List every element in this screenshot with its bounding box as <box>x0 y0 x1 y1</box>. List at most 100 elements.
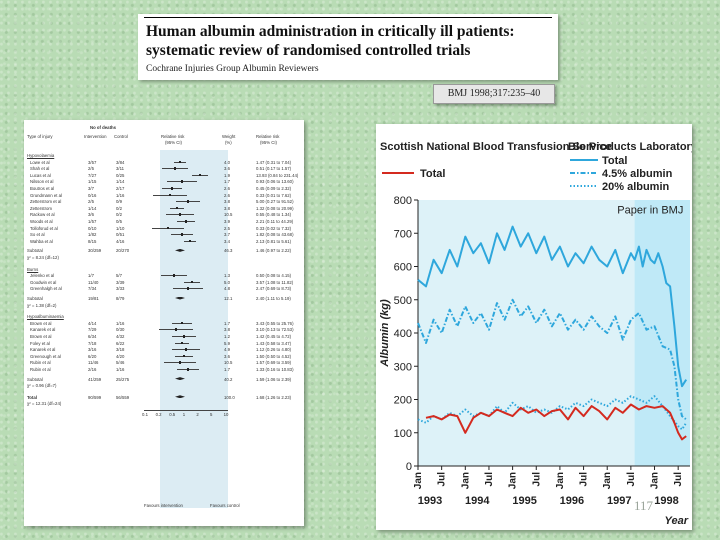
study-name: Tollofsrud et al <box>30 225 58 231</box>
study-weight: 1.7 <box>224 320 230 326</box>
albumin-chart: Paper in BMJ 0 100 200 300 400 500 600 700 800 Alb… <box>379 141 692 527</box>
study-weight: 2.6 <box>224 192 230 198</box>
subtotal-control: 20/270 <box>116 248 130 254</box>
subtotal-intervention: 30/259 <box>88 248 102 254</box>
study-ci: 0.51 (0.17 to 1.57) <box>256 166 292 172</box>
forest-axis-tick: 0.5 <box>169 412 176 417</box>
y-tick-label: 400 <box>394 328 412 340</box>
y-tick-label: 500 <box>394 295 412 307</box>
forest-axis-tick: 5 <box>210 412 213 417</box>
study-11-point <box>180 233 184 236</box>
title-rule <box>144 17 552 18</box>
series-line-1 <box>417 298 687 421</box>
control-deaths: 5/7 <box>116 273 122 279</box>
legend-bpl-total-label: Total <box>602 155 627 167</box>
intervention-deaths: 2/16 <box>88 367 97 372</box>
citation-label: BMJ 1998;317:235–40 <box>433 84 555 104</box>
subtotal-ci: 1.46 (0.97 to 2.22) <box>256 248 292 254</box>
study-weight: 3.6 <box>224 166 230 172</box>
study-ci: 5.00 (0.27 to 91.52) <box>256 199 294 205</box>
forest-axis-tick: 1 <box>182 412 186 417</box>
total-intervention: 90/599 <box>88 394 102 400</box>
study-name: Jelenko et al <box>30 273 55 279</box>
study-weight: 1.7 <box>224 367 230 372</box>
intervention-deaths: 1/7 <box>88 273 94 279</box>
study-ci: 3.57 (1.08 to 11.82) <box>256 279 294 285</box>
study-ci: 0.93 (0.06 to 13.60) <box>256 179 294 185</box>
study-20-point <box>184 348 188 351</box>
subtotal-label: Subtotal <box>27 376 43 382</box>
study-weight: 5.9 <box>224 340 230 346</box>
study-name: Wahba et al <box>30 238 53 244</box>
study-name: Greenough et al <box>30 353 61 359</box>
total-label: Total <box>27 394 37 400</box>
intervention-deaths: 1/14 <box>88 205 97 211</box>
subtotal-weight: 46.3 <box>224 248 233 254</box>
x-tick-label: Jul <box>673 472 684 487</box>
col-header-rr-sub: (95% CI) <box>165 140 182 145</box>
study-name: So et al <box>30 232 45 238</box>
legend-bpl-20-label: 20% albumin <box>602 181 670 193</box>
control-deaths: 3/84 <box>116 159 125 165</box>
x-tick-label: Jul <box>484 472 495 487</box>
col-header-weight: Weight <box>222 134 236 139</box>
subtotal-ci: 2.40 (1.11 to 5.19) <box>256 296 291 301</box>
control-deaths: 3/33 <box>116 286 125 292</box>
study-ci: 1.57 (0.69 to 3.59) <box>256 360 292 366</box>
study-name: Greenhalgh et al <box>30 286 62 292</box>
x-tick-label: Jan <box>602 472 613 489</box>
y-tick-label: 100 <box>394 428 412 440</box>
heterogeneity: χ² = 8.24 (df=12) <box>27 255 59 260</box>
subtotal-control: 8/79 <box>116 296 125 301</box>
study-ci: 2.13 (0.81 to 5.61) <box>256 238 292 244</box>
study-16-point <box>180 321 184 325</box>
study-ci: 1.50 (0.50 to 4.52) <box>256 353 292 359</box>
study-weight: 3.8 <box>224 327 230 333</box>
study-weight: 3.6 <box>224 353 230 359</box>
total-heterogeneity: χ² = 12.31 (df=24) <box>27 401 62 407</box>
forest-plot-figure: Type of injury No of deaths Intervention… <box>24 120 304 526</box>
study-2-point <box>198 173 202 177</box>
study-17-point <box>174 328 178 331</box>
study-weight: 5.0 <box>224 279 230 285</box>
subtotal-intervention: 19/81 <box>88 296 99 301</box>
study-ci: 0.33 (0.01 to 7.62) <box>256 192 292 198</box>
intervention-deaths: 7/34 <box>88 286 97 292</box>
col-header-rr2-sub: (95% CI) <box>260 140 277 145</box>
paper-title-line1: Human albumin administration in critical… <box>146 23 515 40</box>
intervention-deaths: 1/82 <box>88 232 97 238</box>
intervention-deaths: 7/29 <box>88 327 97 333</box>
study-name: Rubin et al <box>30 367 51 372</box>
intervention-deaths: 7/18 <box>88 340 97 346</box>
control-deaths: 0/51 <box>116 232 125 238</box>
study-name: Woods et al <box>30 219 53 224</box>
total-control: 56/559 <box>116 394 130 400</box>
subtotal-intervention: 41/259 <box>88 376 102 382</box>
study-0-point <box>178 160 182 164</box>
series-line-3 <box>425 403 687 441</box>
study-21-point <box>182 354 186 358</box>
x-axis-label: Year <box>665 515 689 527</box>
subtotal-weight: 40.2 <box>224 376 233 382</box>
study-weight: 1.7 <box>224 179 230 185</box>
study-ci: 0.55 (0.48 to 1.34) <box>256 212 292 218</box>
control-deaths: 0/9 <box>116 199 122 205</box>
forest-axis-tick: 0.1 <box>142 412 148 417</box>
favours-left-label: Favours intervention <box>144 503 183 508</box>
col-header-rr: Relative risk <box>161 134 185 139</box>
study-ci: 0.50 (0.08 to 4.15) <box>256 273 292 279</box>
study-name: Brown et al <box>30 320 52 326</box>
study-name: Lucas et al <box>30 172 51 178</box>
intervention-deaths: 6/20 <box>88 353 97 359</box>
x-tick-label: Jan <box>508 472 519 489</box>
intervention-deaths: 1/15 <box>88 179 97 185</box>
bmj-highlight-band <box>634 200 690 466</box>
study-ci: 13.93 (0.84 to 231.44) <box>256 172 299 178</box>
year-label: 1996 <box>560 495 584 507</box>
study-22-point <box>178 361 182 364</box>
study-weight: 2.5 <box>224 225 230 231</box>
subtotal-control: 25/275 <box>116 376 130 382</box>
paper-title-line2: systematic review of randomised controll… <box>146 42 471 59</box>
forest-axis <box>144 410 228 411</box>
control-deaths: 4/32 <box>116 334 125 339</box>
